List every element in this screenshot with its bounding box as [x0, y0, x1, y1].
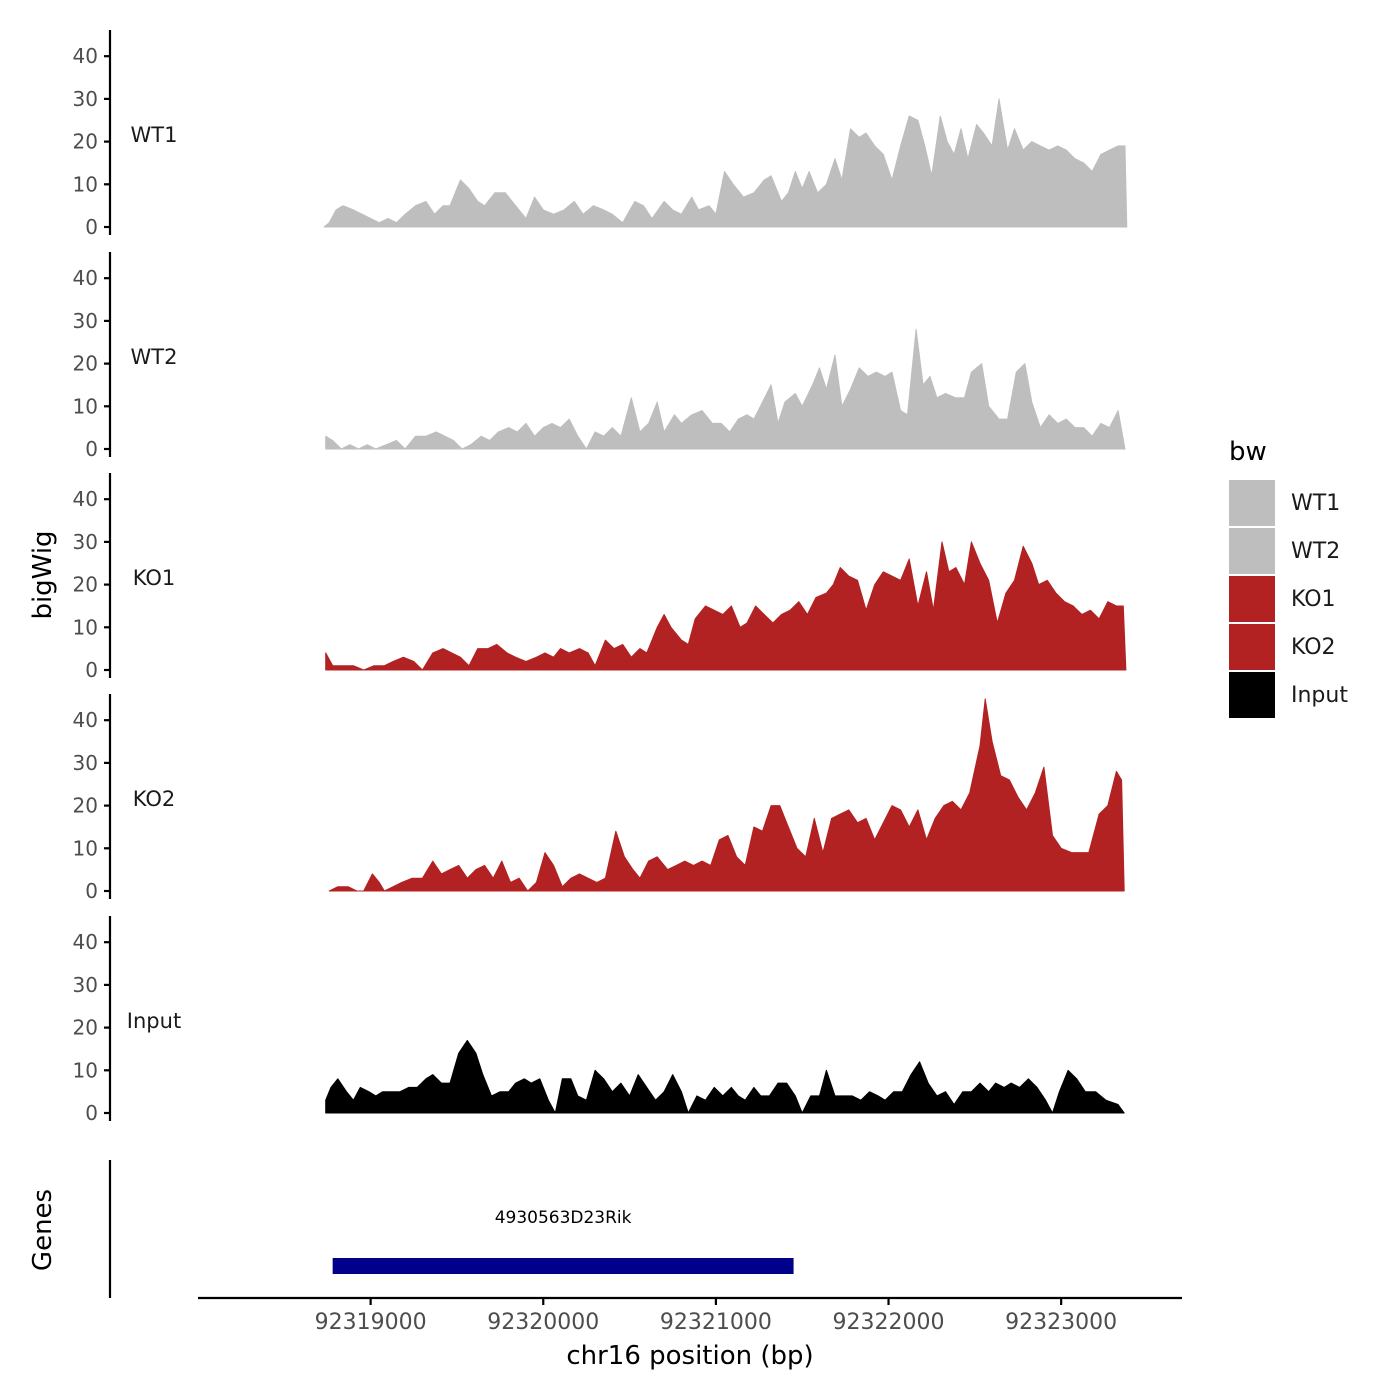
y-tick-label: 40 — [73, 708, 98, 732]
track-wt1: 0 10 20 30 40 WT1 — [73, 30, 1128, 239]
coverage-area-input — [325, 1039, 1125, 1114]
y-tick-label: 30 — [73, 309, 98, 333]
coverage-area-ko2 — [328, 698, 1125, 892]
y-tick-label: 40 — [73, 44, 98, 68]
tracks-layer: 0 10 20 30 40 WT1 0 10 20 30 40 WT2 0 10 20 30 40 KO1 0 10 2… — [73, 30, 1128, 1125]
y-tick-label: 0 — [85, 879, 98, 903]
y-tick-label: 0 — [85, 215, 98, 239]
y-tick-label: 10 — [73, 1058, 98, 1082]
legend-label-wt2: WT2 — [1291, 539, 1340, 564]
y-tick-label: 20 — [73, 130, 98, 154]
x-tick-label: 92322000 — [833, 1310, 945, 1335]
y-tick-label: 20 — [73, 794, 98, 818]
x-tick-label: 92321000 — [660, 1310, 772, 1335]
y-tick-label: 40 — [73, 487, 98, 511]
x-axis-title: chr16 position (bp) — [566, 1341, 813, 1371]
y-tick-label: 40 — [73, 266, 98, 290]
coverage-area-ko1 — [325, 541, 1127, 671]
track-label: Input — [127, 1009, 181, 1033]
legend-label-ko1: KO1 — [1291, 587, 1336, 612]
y-tick-label: 10 — [73, 615, 98, 639]
y-tick-label: 0 — [85, 1101, 98, 1125]
y-tick-label: 30 — [73, 87, 98, 111]
legend-label-input: Input — [1291, 683, 1348, 708]
y-tick-label: 10 — [73, 394, 98, 418]
y-tick-label: 10 — [73, 172, 98, 196]
track-wt2: 0 10 20 30 40 WT2 — [73, 252, 1126, 461]
y-tick-label: 0 — [85, 658, 98, 682]
track-ko1: 0 10 20 30 40 KO1 — [73, 473, 1127, 682]
legend-swatch-wt2 — [1229, 528, 1275, 574]
y-tick-label: 0 — [85, 437, 98, 461]
track-label: WT2 — [131, 345, 178, 369]
track-label: WT1 — [131, 123, 178, 147]
x-tick-label: 92319000 — [315, 1310, 427, 1335]
track-label: KO1 — [133, 566, 176, 590]
y-tick-label: 40 — [73, 930, 98, 954]
y-tick-label: 20 — [73, 352, 98, 376]
genes-axis-title: Genes — [28, 1189, 58, 1271]
track-input: 0 10 20 30 40 Input — [73, 916, 1125, 1125]
y-tick-label: 30 — [73, 530, 98, 554]
x-tick-label: 92320000 — [487, 1310, 599, 1335]
y-tick-label: 20 — [73, 1016, 98, 1040]
legend-title: bw — [1229, 437, 1267, 467]
legend: bw WT1 WT2 KO1 KO2 Input — [1229, 437, 1348, 718]
x-tick-label: 92323000 — [1005, 1310, 1117, 1335]
y-tick-label: 30 — [73, 973, 98, 997]
y-tick-label: 20 — [73, 573, 98, 597]
legend-label-wt1: WT1 — [1291, 491, 1340, 516]
track-ko2: 0 10 20 30 40 KO2 — [73, 694, 1125, 903]
track-label: KO2 — [133, 787, 176, 811]
gene-bar — [332, 1258, 794, 1274]
legend-swatch-ko1 — [1229, 576, 1275, 622]
legend-swatch-input — [1229, 672, 1275, 718]
x-axis: 92319000 92320000 92321000 92322000 92323000 — [198, 1296, 1182, 1335]
legend-label-ko2: KO2 — [1291, 635, 1336, 660]
gene-label: 4930563D23Rik — [495, 1208, 632, 1228]
genes-panel: 4930563D23Rik — [108, 1160, 794, 1298]
y-tick-label: 30 — [73, 751, 98, 775]
legend-swatch-wt1 — [1229, 480, 1275, 526]
coverage-area-wt1 — [323, 98, 1128, 228]
y-tick-label: 10 — [73, 836, 98, 860]
y-axis-title: bigWig — [28, 530, 58, 619]
legend-swatch-ko2 — [1229, 624, 1275, 670]
coverage-area-wt2 — [325, 328, 1126, 450]
